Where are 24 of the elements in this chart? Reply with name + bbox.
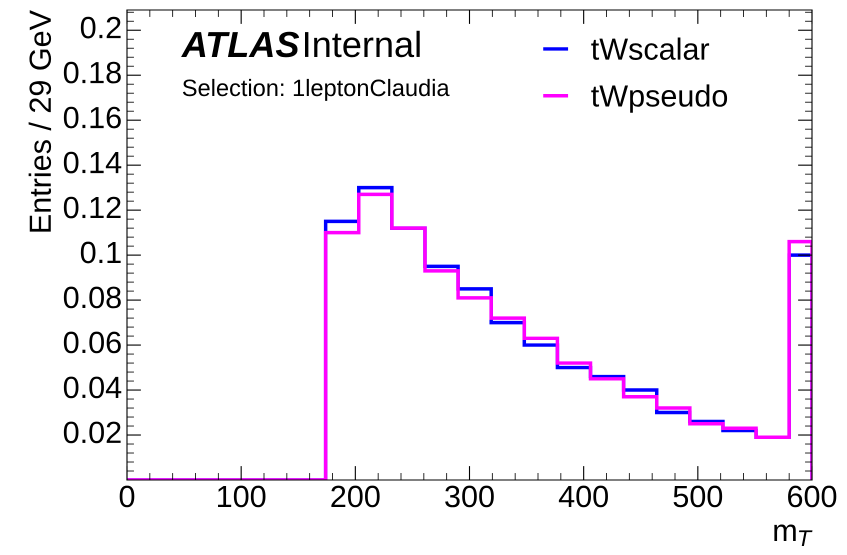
y-tick-label: 0.02 bbox=[64, 422, 121, 444]
x-tick-label: 500 bbox=[674, 486, 722, 508]
y-axis-title: Entries / 29 GeV bbox=[28, 10, 52, 232]
x-tick-label: 300 bbox=[445, 486, 494, 508]
y-tick-label: 0.18 bbox=[64, 62, 121, 84]
annotation: Internal bbox=[305, 30, 420, 58]
x-tick-label: 100 bbox=[218, 486, 266, 508]
y-tick-label: 0.1 bbox=[80, 242, 121, 264]
x-axis-title: m$_{T}$ bbox=[774, 524, 812, 546]
y-tick-label: 0.12 bbox=[64, 196, 121, 218]
y-tick-label: 0.04 bbox=[64, 376, 122, 398]
annotation: Selection: 1leptonClaudia bbox=[182, 78, 450, 101]
y-tick-label: 0.06 bbox=[64, 332, 121, 354]
annotation: ATLAS bbox=[181, 32, 300, 58]
y-tick-label: 0.2 bbox=[80, 16, 121, 38]
legend-label: tWpseudo bbox=[591, 84, 728, 113]
x-tick-label: 400 bbox=[558, 486, 608, 508]
x-tick-label: 0 bbox=[120, 486, 134, 508]
y-tick-label: 0.08 bbox=[64, 286, 121, 308]
y-tick-label: 0.16 bbox=[64, 106, 121, 128]
x-tick-label: 600 bbox=[788, 486, 836, 508]
legend-label: tWscalar bbox=[591, 38, 710, 60]
x-tick-label: 200 bbox=[331, 486, 380, 508]
y-tick-label: 0.14 bbox=[64, 152, 122, 174]
